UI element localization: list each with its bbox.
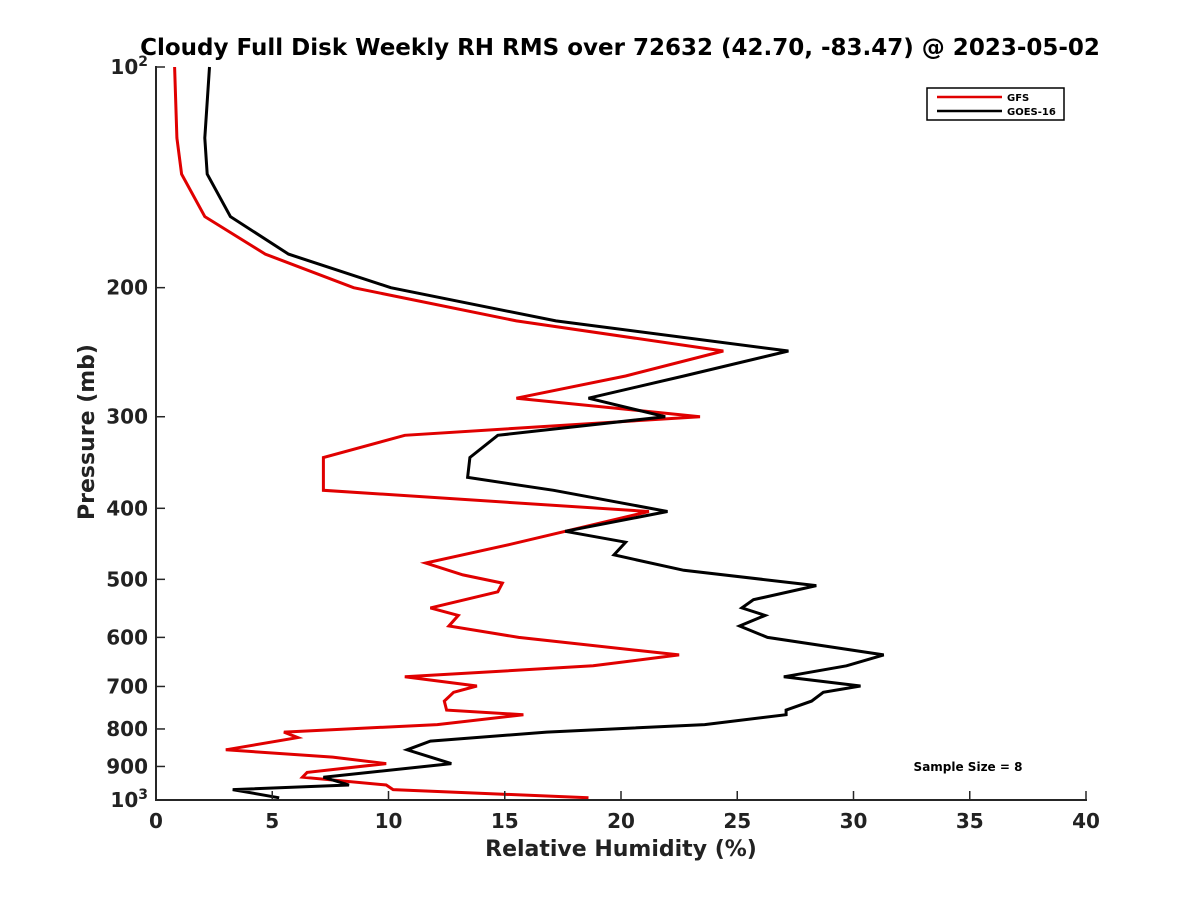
legend: GFS GOES-16 xyxy=(926,87,1065,121)
x-axis-title: Relative Humidity (%) xyxy=(485,837,757,862)
x-tick-label: 30 xyxy=(840,809,868,833)
x-tick-label: 5 xyxy=(265,809,279,833)
legend-label-gfs: GFS xyxy=(1007,93,1029,104)
x-tick-label: 25 xyxy=(723,809,751,833)
y-tick-label: 600 xyxy=(106,625,148,649)
y-tick-label: 700 xyxy=(106,674,148,698)
y-tick-label: 103 xyxy=(110,787,148,812)
x-tick-label: 0 xyxy=(149,809,163,833)
y-tick-label: 400 xyxy=(106,496,148,520)
x-tick-label: 20 xyxy=(607,809,635,833)
y-tick-label: 800 xyxy=(106,717,148,741)
y-tick-label: 900 xyxy=(106,754,148,778)
series-layer xyxy=(173,66,885,800)
y-tick-label: 200 xyxy=(106,276,148,300)
sample-size-annotation: Sample Size = 8 xyxy=(914,760,1023,774)
y-tick-label: 500 xyxy=(106,567,148,591)
legend-label-goes16: GOES-16 xyxy=(1007,107,1056,118)
series-line-gfs xyxy=(173,66,724,800)
y-axis-title: Pressure (mb) xyxy=(75,344,100,520)
y-tick-label: 300 xyxy=(106,405,148,429)
chart-title: Cloudy Full Disk Weekly RH RMS over 7263… xyxy=(140,35,1100,61)
y-axis-ticks: 102 200 300 400 500 600 700 800 900 103 xyxy=(106,54,165,812)
x-axis-ticks: 0 5 10 15 20 25 30 35 40 xyxy=(149,791,1100,833)
x-tick-label: 10 xyxy=(375,809,403,833)
x-tick-label: 40 xyxy=(1072,809,1100,833)
x-tick-label: 15 xyxy=(491,809,519,833)
series-line-goes-16 xyxy=(203,66,885,800)
x-tick-label: 35 xyxy=(956,809,984,833)
y-tick-label: 102 xyxy=(110,54,148,79)
